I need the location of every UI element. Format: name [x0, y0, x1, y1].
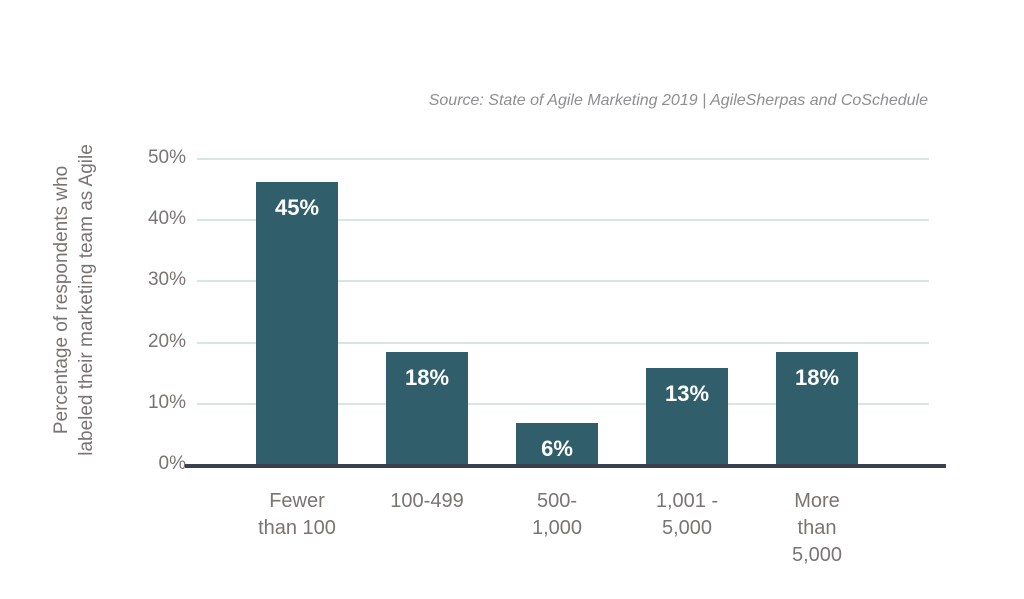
x-axis-line	[185, 464, 946, 468]
y-axis-tick-label: 40%	[147, 208, 186, 229]
gridline-30	[197, 280, 929, 282]
x-axis-category-label: 1,001 - 5,000	[655, 490, 719, 539]
gridline-40	[197, 219, 929, 221]
gridline-10	[197, 403, 929, 405]
x-axis-category-label: More than 5,000	[791, 490, 843, 566]
x-axis-category-label: 100-499	[390, 490, 464, 512]
bar-2: 18%	[386, 352, 468, 468]
bar-value-label: 13%	[664, 381, 710, 406]
x-axis-category-label: Fewer than 100	[258, 490, 336, 539]
y-axis-tick-label: 20%	[147, 331, 186, 352]
source-note: Source: State of Agile Marketing 2019 | …	[428, 92, 928, 109]
y-axis-title: Percentage of respondents who labeled th…	[49, 85, 99, 515]
y-axis-tick-label: 0%	[158, 453, 186, 474]
bar-value-label: 18%	[404, 365, 450, 390]
bar-value-label: 18%	[794, 365, 840, 390]
gridline-20	[197, 342, 929, 344]
bar-1: 45%	[256, 182, 338, 468]
bar-value-label: 6%	[541, 436, 573, 461]
bar-3: 6%	[516, 423, 598, 468]
bar-4: 13%	[646, 368, 728, 468]
y-axis-tick-label: 10%	[147, 392, 186, 413]
x-axis-category-label: 500- 1,000	[531, 490, 583, 539]
y-axis-tick-label: 30%	[147, 269, 186, 290]
y-axis-title-line-1: Percentage of respondents who	[51, 165, 72, 435]
gridline-50	[197, 158, 929, 160]
y-axis-tick-label: 50%	[147, 147, 186, 168]
bar-5: 18%	[776, 352, 858, 468]
bar-value-label: 45%	[274, 195, 320, 220]
